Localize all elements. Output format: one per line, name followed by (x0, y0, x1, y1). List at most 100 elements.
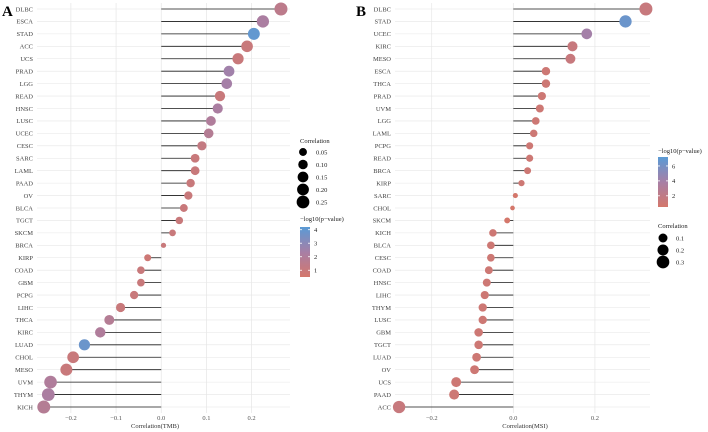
panel-a-size-legend-items: 0.05 0.10 0.15 0.20 0.25 (296, 148, 327, 209)
dot-thca (104, 314, 115, 325)
dot-ucs (232, 53, 244, 65)
dot-ov (470, 365, 479, 375)
dot-skcm (169, 229, 176, 237)
y-label-brca: BRCA (15, 243, 33, 250)
y-label-stad: STAD (375, 19, 392, 26)
dot-kirc (95, 327, 106, 338)
y-label-dlbc: DLBC (374, 6, 391, 13)
y-label-lihc: LIHC (376, 292, 391, 299)
panel-b-color-legend: −log10(p−value) 2 4 6 (658, 148, 702, 207)
x-tick-label: 0.0 (157, 415, 165, 422)
panel-a-dots (37, 2, 288, 414)
y-label-tgct: TGCT (374, 342, 391, 349)
y-label-ov: OV (382, 367, 392, 374)
panel-a-x-ticks: −0.2 −0.1 0.0 0.1 0.2 (65, 415, 256, 422)
y-label-lihc: LIHC (18, 305, 33, 312)
size-legend-label: 0.25 (316, 199, 327, 206)
dot-hnsc (212, 103, 223, 114)
size-legend-dot (298, 159, 308, 170)
y-label-thca: THCA (15, 317, 33, 324)
x-tick-label: −0.2 (426, 415, 438, 422)
y-label-acc: ACC (20, 44, 33, 51)
dot-cesc (487, 253, 495, 262)
dot-dlbc (274, 2, 288, 16)
y-label-skcm: SKCM (373, 218, 392, 225)
color-legend-bar (300, 227, 310, 277)
dot-uvm (535, 104, 544, 113)
y-label-acc: ACC (378, 404, 391, 411)
color-legend-label: 4 (314, 227, 318, 234)
panel-b-size-legend-title: Correlation (658, 223, 688, 230)
y-label-lgg: LGG (378, 118, 392, 125)
dot-blca (179, 204, 188, 212)
panel-a-color-legend-items: 1 2 3 4 (300, 227, 318, 277)
y-label-stad: STAD (17, 31, 34, 38)
dot-stad (247, 27, 260, 40)
dot-luad (78, 339, 91, 351)
panel-a-xlabel: Correlation(TMB) (131, 423, 179, 430)
size-legend-dot (657, 244, 669, 256)
y-label-blca: BLCA (374, 243, 392, 250)
dot-meso (60, 363, 73, 376)
dot-lihc (115, 302, 126, 313)
y-label-esca: ESCA (374, 68, 391, 75)
y-label-prad: PRAD (374, 93, 392, 100)
dot-gbm (474, 328, 483, 337)
dot-ucec (203, 128, 214, 139)
dot-uvm (44, 375, 57, 389)
size-legend-label: 0.10 (316, 162, 327, 169)
size-legend-dot (297, 183, 309, 196)
y-label-chol: CHOL (15, 355, 33, 362)
dot-coad (484, 266, 493, 275)
panel-a-y-labels: DLBC ESCA STAD ACC UCS PRAD LGG READ HNSC LUSC UCE… (14, 6, 34, 411)
y-label-kirp: KIRP (18, 255, 33, 262)
y-label-hnsc: HNSC (16, 106, 33, 113)
y-label-ucs: UCS (378, 379, 391, 386)
y-label-ucs: UCS (20, 56, 33, 63)
y-label-kich: KICH (375, 230, 391, 237)
panel-a: A Correlation(TMB) DLBC ESCA STAD ACC UCS PRA… (2, 2, 344, 430)
dot-sarc (512, 193, 518, 199)
y-label-ov: OV (24, 193, 34, 200)
dot-meso (565, 53, 576, 64)
y-label-read: READ (373, 156, 391, 163)
dot-lusc (478, 315, 487, 325)
dot-hnsc (482, 278, 491, 287)
y-label-tgct: TGCT (16, 218, 33, 225)
y-label-thym: THYM (14, 392, 33, 399)
y-label-gbm: GBM (376, 330, 391, 337)
dot-laml (190, 166, 200, 176)
y-label-thym: THYM (372, 305, 391, 312)
dot-lgg (531, 117, 540, 125)
panel-b-xlabel: Correlation(MSI) (502, 423, 548, 430)
y-label-gbm: GBM (18, 280, 33, 287)
dot-read (214, 90, 226, 102)
panel-b-y-labels: DLBC STAD UCEC KIRC MESO ESCA THCA PRAD UVM LGG LA… (372, 6, 392, 411)
y-label-coad: COAD (373, 267, 392, 274)
y-label-paad: PAAD (16, 180, 33, 187)
y-label-uvm: UVM (18, 379, 33, 386)
size-legend-label: 0.1 (676, 235, 684, 242)
dot-lgg (221, 78, 233, 89)
panel-b-size-legend-items: 0.1 0.2 0.3 (656, 233, 684, 269)
color-legend-label: 3 (314, 241, 317, 248)
x-tick-label: 0.2 (591, 415, 599, 422)
dot-kirp (144, 254, 152, 262)
dot-thym (478, 303, 487, 312)
dot-luad (472, 352, 481, 362)
size-legend-dot (299, 148, 307, 156)
x-tick-label: 0.1 (202, 415, 210, 422)
dot-skcm (504, 217, 511, 224)
dot-blca (487, 241, 495, 250)
dot-coad (137, 266, 145, 275)
x-tick-label: −0.2 (65, 415, 77, 422)
y-label-kirc: KIRC (375, 44, 391, 51)
y-label-skcm: SKCM (15, 230, 34, 237)
dot-pcpg (129, 290, 139, 300)
dot-chol (510, 205, 515, 211)
y-label-pcpg: PCPG (17, 292, 34, 299)
panel-b-sticks (399, 8, 646, 408)
color-legend-label: 1 (314, 268, 317, 275)
size-legend-label: 0.3 (676, 259, 684, 266)
y-label-lusc: LUSC (374, 317, 391, 324)
